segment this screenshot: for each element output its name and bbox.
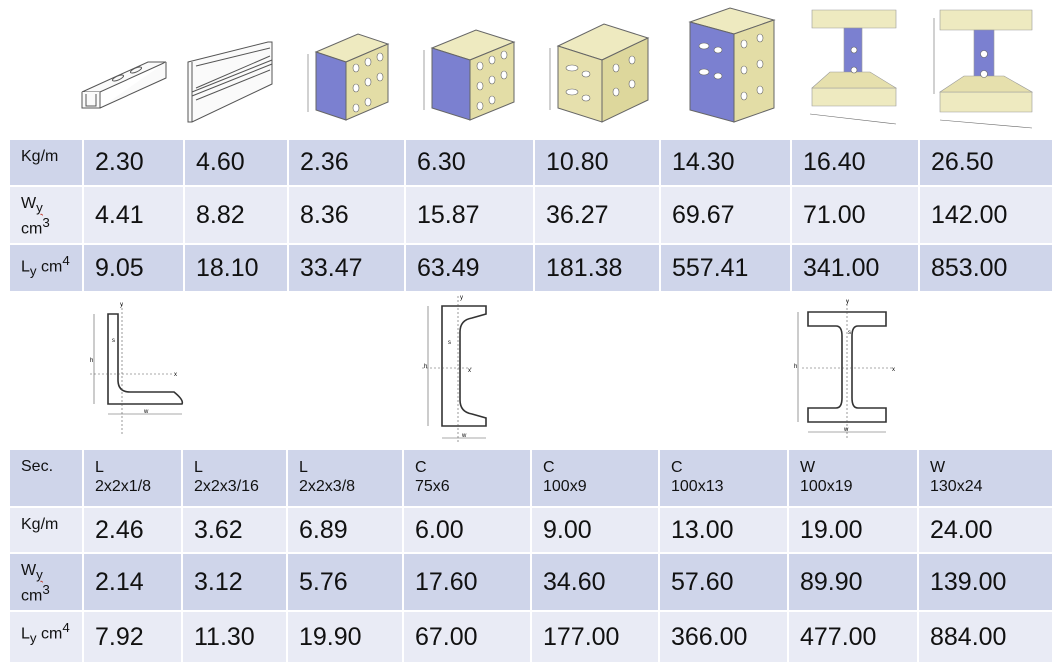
table-cell: 9.05 [82,243,185,293]
table-cell: 18.10 [183,243,289,293]
table-cell: 5.76 [286,552,404,612]
dim-w-label: w [843,427,849,433]
strut-channel-double-icon [187,41,273,123]
bottom-row-kgm: Kg/m 2.46 3.62 6.89 6.00 9.00 13.00 19.0… [8,506,1052,554]
table-cell: 57.60 [658,552,789,612]
table-cell: 3.62 [181,506,288,554]
table-cell: 884.00 [917,610,1052,664]
table-cell: 2.46 [82,506,183,554]
i-beam-26-50-icon [933,9,1034,129]
dim-w-label: w [461,433,467,439]
table-cell: 10.80 [533,138,661,187]
table-cell: 9.00 [530,506,660,554]
table-cell: 4.41 [82,185,185,245]
i-beam-16-40-icon [809,9,898,125]
row-label-wy: Wy cm3 [8,552,84,612]
channel-section-diagram: y x w s h [422,295,487,444]
dim-h-label: h [794,364,797,370]
slotted-box-6-30-icon [423,29,516,121]
table-cell: 8.82 [183,185,289,245]
table-cell: 89.90 [787,552,919,612]
wide-flange-section-diagram: y x w s h [794,299,895,438]
bottom-row-sections: Sec. L 2x2x1/8 L 2x2x3/16 L 2x2x3/8 C 75x6 C… [8,448,1052,508]
table-cell: 71.00 [790,185,920,245]
bottom-properties-table: Sec. L 2x2x1/8 L 2x2x3/16 L 2x2x3/8 C 75x6 C… [8,448,1052,664]
table-cell: 2.36 [287,138,406,187]
table-cell: 16.40 [790,138,920,187]
dim-s-label: s [112,338,115,344]
row-label: Sec. [8,448,84,508]
table-cell: 11.30 [181,610,288,664]
dim-w-label: w [143,409,149,415]
table-cell: 4.60 [183,138,289,187]
angle-section-diagram: y x w s h [90,302,184,434]
table-cell: 142.00 [918,185,1052,245]
table-cell: 14.30 [659,138,792,187]
row-label-wy: Wy cm3 [8,185,84,245]
axis-y-label: y [460,295,463,301]
row-label-ly: Ly cm4 [8,243,84,293]
table-cell: 557.41 [659,243,792,293]
table-cell: 36.27 [533,185,661,245]
dim-h-label: h [424,364,427,370]
row-label: Kg/m [8,138,84,187]
top-row-ly: Ly cm4 9.05 18.10 33.47 63.49 181.38 557… [8,243,1052,293]
table-cell: 2.30 [82,138,185,187]
table-cell: 139.00 [917,552,1052,612]
axis-x-label: x [174,372,177,378]
table-cell: 477.00 [787,610,919,664]
table-cell: 3.12 [181,552,288,612]
section-cell: L 2x2x1/8 [82,448,183,508]
table-cell: 19.00 [787,506,919,554]
section-cell: L 2x2x3/16 [181,448,288,508]
table-cell: 15.87 [404,185,535,245]
table-cell: 63.49 [404,243,535,293]
section-cell: W 130x24 [917,448,1052,508]
table-cell: 6.30 [404,138,535,187]
table-cell: 13.00 [658,506,789,554]
table-cell: 24.00 [917,506,1052,554]
table-cell: 7.92 [82,610,183,664]
table-cell: 853.00 [918,243,1052,293]
bottom-row-wy: Wy cm3 2.14 3.12 5.76 17.60 34.60 57.60 8… [8,552,1052,612]
dim-s-label: s [448,340,451,346]
table-cell: 8.36 [287,185,406,245]
axis-y-label: y [846,299,849,305]
table-cell: 6.00 [402,506,532,554]
row-label: Kg/m [8,506,84,554]
axis-y-label: y [120,302,123,308]
table-cell: 17.60 [402,552,532,612]
table-cell: 69.67 [659,185,792,245]
slotted-box-14-30-icon [688,7,776,123]
section-cell: L 2x2x3/8 [286,448,404,508]
top-row-wy: Wy cm3 4.41 8.82 8.36 15.87 36.27 69.67 7… [8,185,1052,245]
top-properties-table: Kg/m 2.30 4.60 2.36 6.30 10.80 14.30 16.… [8,138,1052,293]
table-cell: 341.00 [790,243,920,293]
top-row-kgm: Kg/m 2.30 4.60 2.36 6.30 10.80 14.30 16.… [8,138,1052,187]
table-cell: 67.00 [402,610,532,664]
slotted-box-2-36-icon [307,33,390,121]
table-cell: 6.89 [286,506,404,554]
table-cell: 26.50 [918,138,1052,187]
axis-x-label: x [468,368,471,374]
table-cell: 181.38 [533,243,661,293]
axis-x-label: x [892,367,895,373]
table-cell: 34.60 [530,552,660,612]
table-cell: 366.00 [658,610,789,664]
table-cell: 2.14 [82,552,183,612]
table-cell: 19.90 [286,610,404,664]
table-cell: 177.00 [530,610,660,664]
dim-s-label: s [848,330,851,336]
section-cell: C 100x13 [658,448,789,508]
row-label-ly: Ly cm4 [8,610,84,664]
slotted-box-10-80-icon [549,23,650,123]
section-cell: C 75x6 [402,448,532,508]
section-cell: W 100x19 [787,448,919,508]
table-cell: 33.47 [287,243,406,293]
bottom-row-ly: Ly cm4 7.92 11.30 19.90 67.00 177.00 366… [8,610,1052,664]
strut-channel-single-icon [81,61,167,109]
dim-h-label: h [90,358,93,364]
section-cell: C 100x9 [530,448,660,508]
